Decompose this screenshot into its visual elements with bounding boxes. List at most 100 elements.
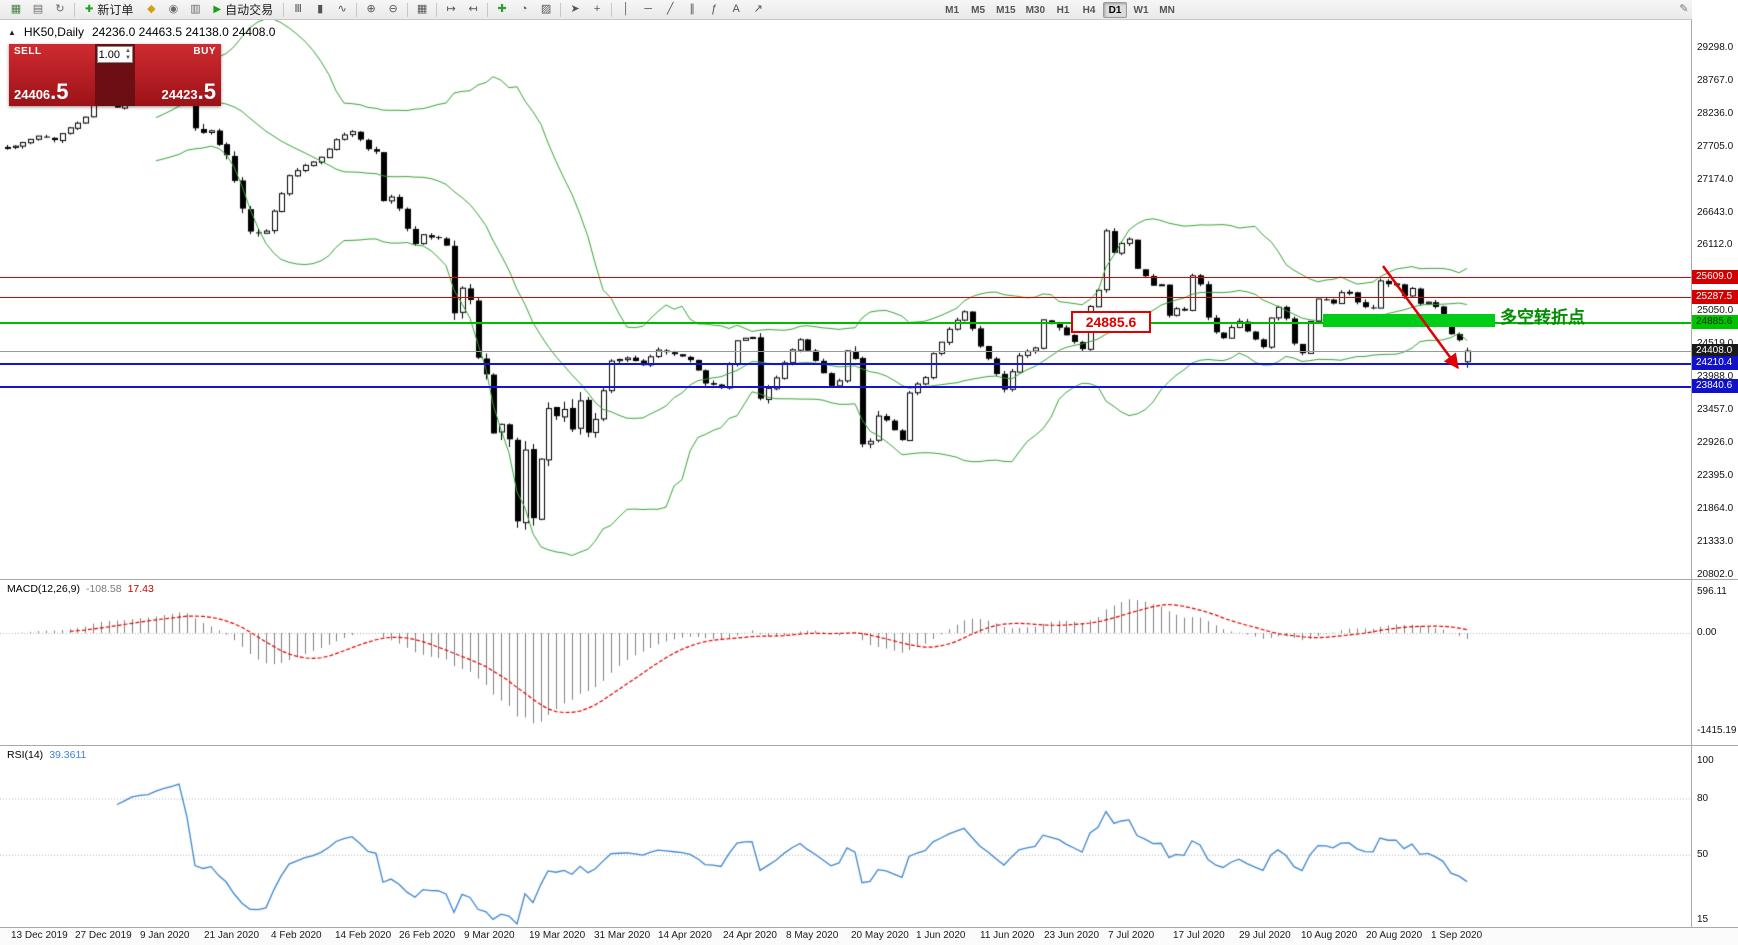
support-line-1[interactable]: [0, 363, 1692, 365]
plus-icon: ✚: [85, 4, 94, 15]
current-price-line[interactable]: [0, 351, 1692, 352]
buy-label: BUY: [193, 46, 216, 57]
autotrading-button[interactable]: ▶ 自动交易: [206, 1, 280, 19]
panel-splitter[interactable]: [0, 745, 1738, 746]
periods-icon[interactable]: ◔: [520, 3, 528, 15]
crosshair-icon[interactable]: +: [593, 3, 601, 15]
date-axis-label: 29 Jul 2020: [1239, 930, 1291, 941]
bar-chart-icon[interactable]: Ⅲ: [294, 3, 302, 15]
vertical-line-icon[interactable]: │: [622, 3, 630, 15]
profiles-icon[interactable]: ▤: [32, 3, 44, 15]
chart-shift-icon[interactable]: ↤: [468, 3, 478, 15]
turning-zone-rectangle[interactable]: [1323, 314, 1495, 327]
refresh-icon[interactable]: ↻: [55, 3, 65, 15]
toolbar-separator: [74, 2, 75, 17]
turning-point-line[interactable]: [0, 322, 1692, 324]
buy-price: 24423.5: [161, 79, 216, 104]
spin-up-icon[interactable]: ▲: [125, 48, 131, 54]
indicators-icon[interactable]: ✚: [497, 3, 507, 15]
date-axis-label: 19 Mar 2020: [529, 930, 586, 941]
price-axis-label: 22395.0: [1697, 469, 1734, 481]
spin-down-icon[interactable]: ▼: [125, 55, 131, 61]
macd-canvas[interactable]: [0, 580, 1692, 744]
timeframe-m30[interactable]: M30: [1025, 4, 1046, 16]
price-annotation-box[interactable]: 24885.6: [1071, 311, 1151, 333]
price-axis-label: 26112.0: [1697, 239, 1733, 251]
buy-button[interactable]: BUY 24423.5: [135, 44, 221, 106]
date-axis-label: 21 Jan 2020: [204, 930, 260, 941]
fibonacci-icon[interactable]: ƒ: [711, 3, 718, 15]
price-chart-canvas[interactable]: [0, 20, 1692, 579]
channel-icon[interactable]: ∥: [689, 3, 695, 15]
volume-spinner[interactable]: ▲ ▼: [125, 48, 131, 62]
cursor-icon[interactable]: ➤: [570, 3, 580, 15]
rsi-canvas[interactable]: [0, 746, 1692, 927]
text-icon[interactable]: A: [732, 3, 740, 15]
timeframe-w1[interactable]: W1: [1133, 4, 1149, 16]
edit-icon[interactable]: ✎: [1679, 3, 1689, 15]
news-icon[interactable]: ▥: [190, 3, 201, 15]
price-axis-label: 25050.0: [1697, 305, 1734, 317]
price-axis-label: 28767.0: [1697, 74, 1734, 86]
date-axis-label: 24 Apr 2020: [723, 930, 777, 941]
new-chart-icon[interactable]: ▦: [10, 3, 22, 15]
new-order-button[interactable]: ✚ 新订单: [78, 1, 140, 19]
metaeditor-icon[interactable]: ◆: [147, 3, 156, 15]
price-axis-label: 28236.0: [1697, 107, 1734, 119]
support-line-2[interactable]: [0, 386, 1692, 388]
toolbar-separator: [611, 2, 613, 17]
trade-panel-toggle-icon[interactable]: ▲: [8, 27, 16, 37]
timeframe-mn[interactable]: MN: [1159, 4, 1175, 16]
price-axis-label: 20802.0: [1697, 568, 1734, 580]
rsi-indicator-label: RSI(14) 39.3611: [7, 749, 87, 761]
chart-symbol-period: HK50,Daily: [23, 25, 84, 39]
timeframe-h4[interactable]: H4: [1082, 4, 1096, 16]
trade-panel-middle: 1.00 ▲ ▼: [95, 44, 135, 106]
timeframe-m1[interactable]: M1: [945, 4, 960, 16]
macd-scale-label: -1415.19: [1697, 724, 1737, 736]
timeframe-m5[interactable]: M5: [971, 4, 986, 16]
panel-splitter[interactable]: [0, 927, 1738, 928]
turning-point-label[interactable]: 多空转折点: [1500, 308, 1585, 327]
price-annotation-text: 24885.6: [1085, 314, 1137, 330]
volume-input[interactable]: 1.00 ▲ ▼: [97, 46, 133, 63]
alerts-icon[interactable]: ◉: [168, 3, 179, 15]
zoom-out-icon[interactable]: ⊖: [388, 3, 398, 15]
timeframe-h1[interactable]: H1: [1056, 4, 1070, 16]
toolbar-separator: [487, 2, 489, 17]
volume-value: 1.00: [98, 48, 120, 61]
date-axis-label: 14 Apr 2020: [658, 930, 712, 941]
date-axis-label: 17 Jul 2020: [1173, 930, 1225, 941]
time-axis[interactable]: 13 Dec 2019 27 Dec 2019 9 Jan 2020 21 Jan 2…: [0, 928, 1738, 945]
chart-ohlc-values: 24236.0 24463.5 24138.0 24408.0: [91, 25, 276, 39]
price-axis[interactable]: 29298.0 28767.0 28236.0 27705.0 27174.0 26643…: [1692, 0, 1738, 928]
price-tag: 24885.6: [1692, 315, 1738, 329]
candlestick-chart-icon[interactable]: ▮: [317, 3, 324, 15]
panel-splitter[interactable]: [0, 579, 1738, 580]
timeframe-d1[interactable]: D1: [1103, 1, 1128, 18]
trendline-icon[interactable]: ╱: [666, 3, 674, 15]
macd-scale-label: 0.00: [1697, 627, 1717, 638]
date-axis-label: 27 Dec 2019: [75, 930, 132, 941]
price-axis-label: 24519.0: [1697, 338, 1733, 350]
templates-icon[interactable]: ▨: [540, 3, 552, 15]
rsi-scale-label: 15: [1697, 914, 1709, 926]
auto-scroll-icon[interactable]: ↦: [446, 3, 456, 15]
tile-windows-icon[interactable]: ▦: [416, 3, 428, 15]
line-chart-icon[interactable]: ∿: [337, 3, 347, 15]
toolbar-separator: [356, 2, 358, 17]
resistance-line-1[interactable]: [0, 277, 1692, 278]
arrows-icon[interactable]: ↗: [753, 3, 763, 15]
price-axis-label: 21333.0: [1697, 535, 1734, 547]
timeframe-m15[interactable]: M15: [996, 4, 1016, 16]
macd-scale-label: 596.11: [1697, 585, 1727, 597]
zoom-in-icon[interactable]: ⊕: [366, 3, 376, 15]
rsi-scale-label: 80: [1697, 792, 1709, 804]
date-axis-label: 8 May 2020: [786, 930, 839, 941]
rsi-scale-label: 100: [1697, 755, 1714, 766]
rsi-scale-label: 50: [1697, 848, 1709, 860]
sell-button[interactable]: SELL 24406.5: [9, 44, 95, 106]
horizontal-line-icon[interactable]: ─: [644, 3, 653, 15]
resistance-line-2[interactable]: [0, 297, 1692, 298]
